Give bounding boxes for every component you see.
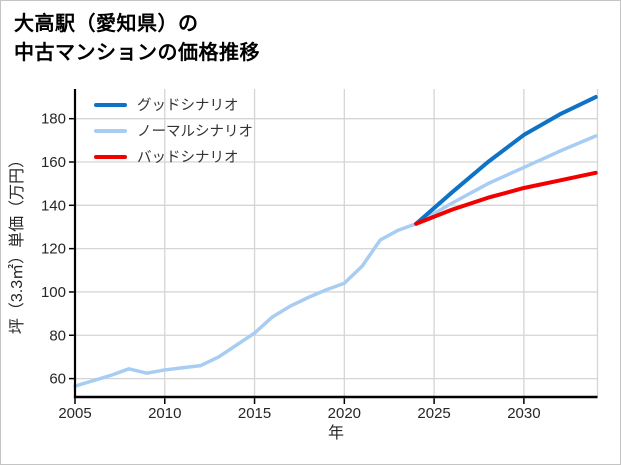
- svg-text:100: 100: [41, 284, 66, 301]
- tick-labels: 2005 2010 2015 2020 2025 2030 60 80 100 120 140 160…: [41, 111, 541, 422]
- svg-text:140: 140: [41, 197, 66, 214]
- svg-text:180: 180: [41, 111, 66, 128]
- svg-text:2015: 2015: [238, 405, 271, 422]
- gridlines: [74, 89, 599, 397]
- legend-item-bad-scenario: バッドシナリオ: [94, 148, 253, 166]
- normal-scenario-line-swatch: [94, 128, 127, 133]
- svg-text:2005: 2005: [58, 405, 91, 422]
- svg-text:2020: 2020: [328, 405, 361, 422]
- legend: グッドシナリオ ノーマルシナリオ バッドシナリオ: [94, 96, 253, 166]
- y-axis-label: 坪（3.3㎡）単価（万円）: [8, 152, 26, 334]
- svg-text:160: 160: [41, 154, 66, 171]
- good-scenario-line-swatch: [94, 102, 127, 107]
- svg-text:120: 120: [41, 241, 66, 258]
- legend-label-normal-scenario: ノーマルシナリオ: [137, 124, 253, 140]
- svg-text:2025: 2025: [417, 405, 450, 422]
- svg-text:2010: 2010: [148, 405, 181, 422]
- data-series-lines: [73, 95, 598, 388]
- legend-label-good-scenario: グッドシナリオ: [137, 98, 239, 114]
- x-axis-label: 年: [328, 424, 344, 442]
- legend-item-normal-scenario: ノーマルシナリオ: [94, 122, 253, 140]
- chart-title-line2: 中古マンションの価格推移: [14, 42, 260, 64]
- chart-title: 大高駅（愛知県）の 中古マンションの価格推移: [14, 10, 260, 68]
- bad-scenario-line-swatch: [94, 154, 127, 159]
- svg-text:2030: 2030: [507, 405, 540, 422]
- legend-label-bad-scenario: バッドシナリオ: [137, 150, 239, 166]
- svg-text:80: 80: [49, 327, 66, 344]
- chart-title-line1: 大高駅（愛知県）の: [14, 13, 199, 35]
- svg-text:60: 60: [49, 371, 66, 388]
- legend-item-good-scenario: グッドシナリオ: [94, 96, 253, 114]
- axes: [69, 89, 598, 404]
